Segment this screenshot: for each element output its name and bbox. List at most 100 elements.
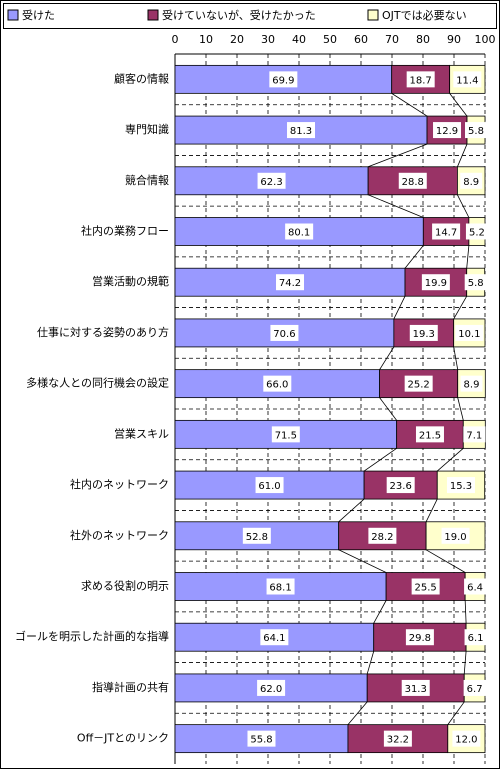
value-label-box bbox=[415, 426, 444, 443]
x-tick-label: 60 bbox=[354, 33, 368, 46]
value-label: 7.1 bbox=[466, 430, 482, 441]
connector-line bbox=[457, 397, 464, 421]
y-tick-label: 専門知識 bbox=[125, 122, 169, 136]
x-tick-label: 70 bbox=[385, 33, 399, 46]
value-label-box bbox=[460, 375, 483, 392]
connector-line bbox=[453, 296, 468, 320]
connector-line bbox=[425, 498, 438, 522]
connector-line bbox=[366, 651, 375, 675]
value-label: 62.0 bbox=[260, 684, 282, 695]
y-tick-label: 顧客の情報 bbox=[114, 71, 169, 85]
y-tick-label: 競合情報 bbox=[125, 173, 169, 187]
connector-line bbox=[363, 448, 397, 472]
value-label-box bbox=[409, 324, 438, 341]
connector-line bbox=[367, 194, 424, 218]
connector-line bbox=[449, 93, 468, 117]
value-label-box bbox=[401, 679, 430, 696]
value-label: 10.1 bbox=[458, 329, 480, 340]
y-tick-label: 社内のネットワーク bbox=[70, 477, 169, 491]
value-label: 61.0 bbox=[258, 481, 280, 492]
legend-box bbox=[3, 3, 497, 29]
value-label: 28.2 bbox=[371, 532, 393, 543]
value-label-box bbox=[421, 274, 450, 291]
value-label-box bbox=[433, 122, 462, 139]
connector-line bbox=[347, 701, 368, 725]
connector-line bbox=[463, 651, 467, 674]
value-label-box bbox=[464, 274, 487, 291]
value-label-box bbox=[463, 426, 486, 443]
value-label: 5.8 bbox=[468, 126, 484, 137]
value-label: 21.5 bbox=[419, 430, 441, 441]
y-tick-label: ゴールを明示した計画的な指導 bbox=[15, 629, 169, 643]
y-tick-label: Off－JTとのリンク bbox=[77, 732, 169, 745]
connector-line bbox=[453, 346, 459, 370]
value-label-box bbox=[465, 223, 488, 240]
value-label-box bbox=[411, 578, 440, 595]
value-label: 8.9 bbox=[463, 177, 479, 188]
value-label: 8.9 bbox=[464, 380, 480, 391]
value-label: 31.3 bbox=[405, 684, 427, 695]
legend-label: OJTでは必要ない bbox=[382, 9, 467, 22]
value-label-box bbox=[453, 71, 482, 88]
value-label: 71.5 bbox=[275, 430, 297, 441]
connector-line bbox=[464, 600, 467, 624]
value-label-box bbox=[266, 578, 295, 595]
value-label-box bbox=[269, 71, 298, 88]
value-label: 6.4 bbox=[467, 583, 483, 594]
connector-line bbox=[338, 498, 365, 523]
value-label-box bbox=[255, 477, 284, 494]
value-label-box bbox=[406, 71, 435, 88]
value-label: 6.1 bbox=[468, 633, 484, 644]
value-label: 14.7 bbox=[435, 228, 457, 239]
value-label: 5.2 bbox=[469, 228, 485, 239]
y-tick-label: 仕事に対する姿勢のあり方 bbox=[37, 325, 169, 339]
value-label: 5.8 bbox=[468, 278, 484, 289]
value-label-box bbox=[270, 324, 299, 341]
value-label: 74.2 bbox=[279, 278, 301, 289]
value-label-box bbox=[276, 274, 305, 291]
connector-line bbox=[379, 397, 397, 421]
legend-swatch bbox=[367, 9, 379, 21]
value-label-box bbox=[460, 172, 483, 189]
x-tick-label: 30 bbox=[261, 33, 275, 46]
value-label-box bbox=[260, 629, 289, 646]
legend-label: 受けていないが、受けたかった bbox=[162, 8, 316, 22]
connector-line bbox=[447, 701, 465, 725]
value-label-box bbox=[432, 223, 461, 240]
value-label-box bbox=[446, 477, 475, 494]
value-label: 19.9 bbox=[425, 278, 447, 289]
connector-line bbox=[457, 194, 470, 218]
legend-label: 受けた bbox=[22, 9, 55, 22]
value-label-box bbox=[441, 527, 470, 544]
y-tick-label: 営業活動の規範 bbox=[92, 274, 169, 288]
y-tick-label: 求める役割の明示 bbox=[81, 579, 169, 593]
value-label-box bbox=[398, 172, 427, 189]
value-label: 12.9 bbox=[436, 126, 458, 137]
value-label-box bbox=[464, 629, 487, 646]
y-tick-label: 多様な人との同行機会の設定 bbox=[26, 376, 169, 390]
value-label-box bbox=[404, 375, 433, 392]
value-label: 19.3 bbox=[413, 329, 435, 340]
connector-line bbox=[391, 93, 428, 117]
x-tick-label: 40 bbox=[292, 33, 306, 46]
connector-line bbox=[404, 245, 424, 269]
value-label: 11.4 bbox=[456, 75, 478, 86]
value-label-box bbox=[257, 172, 286, 189]
x-tick-label: 20 bbox=[230, 33, 244, 46]
value-label: 19.0 bbox=[444, 532, 466, 543]
value-label-box bbox=[455, 324, 484, 341]
value-label-box bbox=[463, 679, 486, 696]
value-label-box bbox=[287, 122, 316, 139]
value-label-box bbox=[242, 527, 271, 544]
x-tick-label: 10 bbox=[199, 33, 213, 46]
value-label-box bbox=[383, 730, 412, 747]
connector-line bbox=[425, 549, 466, 573]
value-label: 69.9 bbox=[272, 75, 294, 86]
value-label: 18.7 bbox=[410, 75, 432, 86]
connector-line bbox=[338, 549, 387, 573]
value-label-box bbox=[405, 629, 434, 646]
y-tick-label: 社外のネットワーク bbox=[70, 528, 169, 542]
value-label-box bbox=[285, 223, 314, 240]
value-label: 64.1 bbox=[263, 633, 285, 644]
